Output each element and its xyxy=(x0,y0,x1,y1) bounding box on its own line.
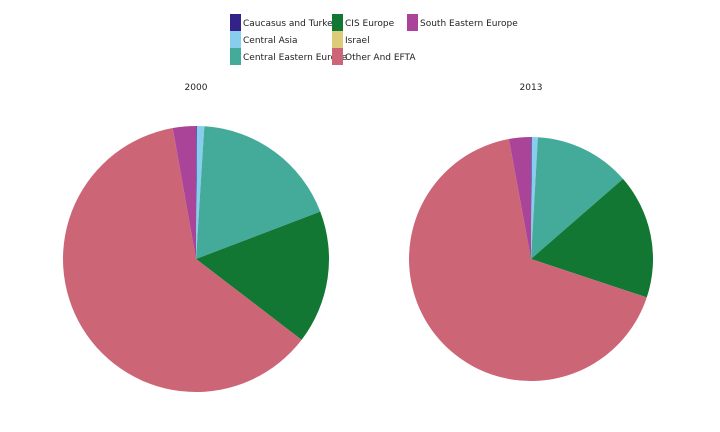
legend-label-cis-europe: CIS Europe xyxy=(345,19,395,29)
legend-swatch-central-asia xyxy=(230,31,241,48)
legend-swatch-cis-europe xyxy=(332,14,343,31)
legend-label-central-asia: Central Asia xyxy=(243,36,298,46)
slice-2000-south-eastern-europe xyxy=(172,126,196,259)
slice-2000-central-asia xyxy=(196,126,205,259)
slice-2013-cis-europe xyxy=(531,178,653,298)
slice-2013-caucasus-and-turkey xyxy=(531,137,532,259)
legend-swatch-central-eastern-europe xyxy=(230,48,241,65)
slice-2000-other-and-efta xyxy=(62,128,302,392)
legend-swatch-other-and-efta xyxy=(332,48,343,65)
pie-title-2000: 2000 xyxy=(185,83,208,93)
slice-2000-caucasus-and-turkey xyxy=(196,126,197,259)
legend-label-israel: Israel xyxy=(345,36,370,46)
slice-2013-other-and-efta xyxy=(408,139,647,381)
legend-label-caucasus-and-turkey: Caucasus and Turkey xyxy=(243,19,339,29)
pie-2000: 2000 xyxy=(62,83,329,392)
legend-label-central-eastern-europe: Central Eastern Europe xyxy=(243,53,348,63)
legend: Caucasus and Turkey Central Asia Central E… xyxy=(230,14,518,65)
slice-2013-central-eastern-europe xyxy=(531,137,624,259)
legend-swatch-israel xyxy=(332,31,343,48)
pie-2013: 2013 xyxy=(408,83,653,381)
legend-swatch-south-eastern-europe xyxy=(407,14,418,31)
slice-2013-central-asia xyxy=(531,137,538,259)
slice-2013-south-eastern-europe xyxy=(508,137,531,259)
slice-2000-cis-europe xyxy=(196,211,329,340)
legend-label-other-and-efta: Other And EFTA xyxy=(345,53,416,63)
legend-swatch-caucasus-and-turkey xyxy=(230,14,241,31)
legend-label-south-eastern-europe: South Eastern Europe xyxy=(420,19,518,29)
slice-2000-central-eastern-europe xyxy=(196,126,321,259)
pie-title-2013: 2013 xyxy=(520,83,543,93)
